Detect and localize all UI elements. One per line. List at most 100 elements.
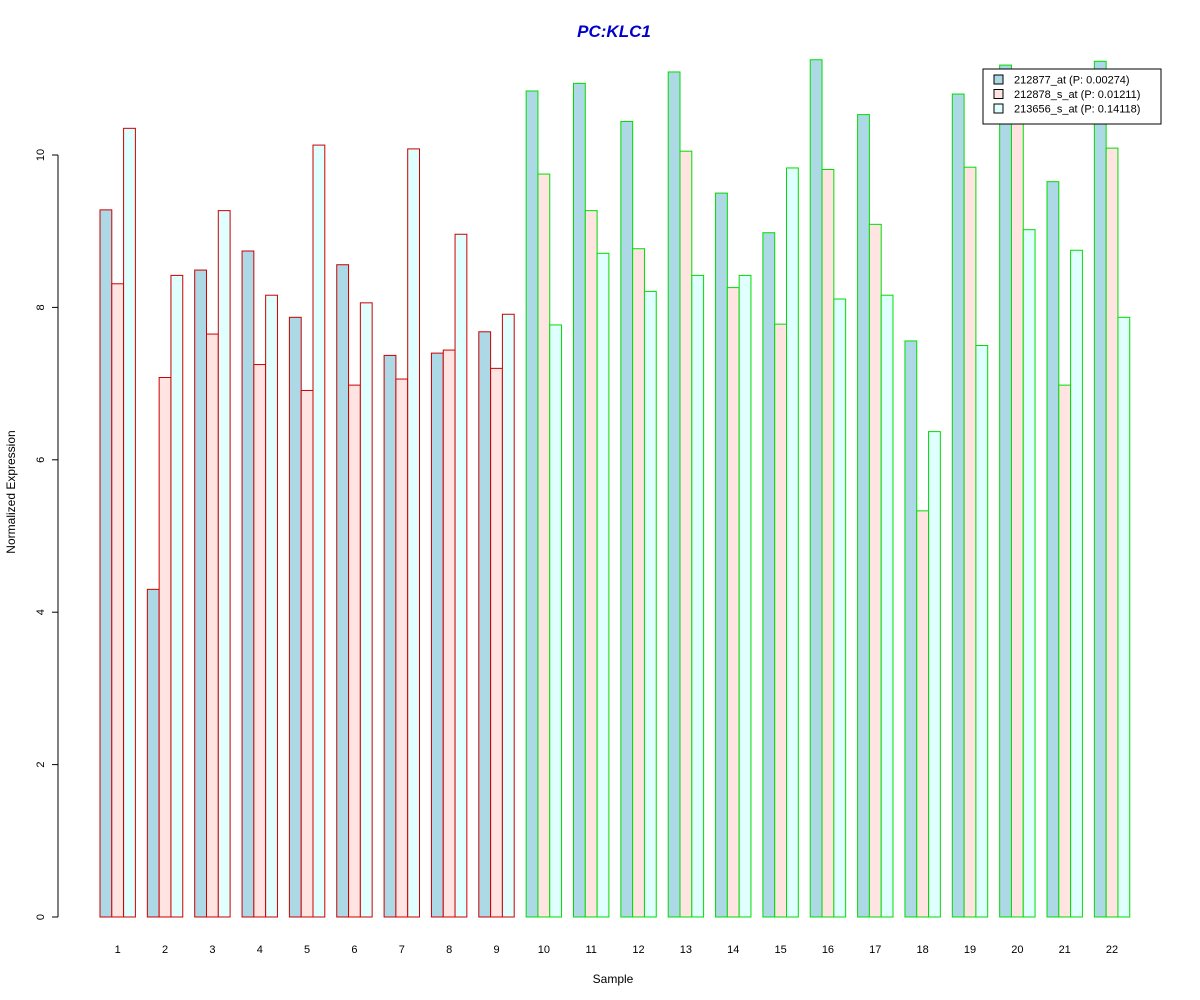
bar-sample-5-series-2	[300, 389, 314, 918]
bar-sample-2-series-2	[158, 377, 172, 918]
x-tick-label: 21	[1059, 944, 1071, 956]
bar-sample-7-series-1	[383, 354, 397, 918]
bar-sample-3-series-2	[206, 333, 219, 918]
bar-sample-3-series-3	[217, 210, 231, 918]
y-axis: 0 2 4 6 8 10	[35, 149, 59, 920]
bar-sample-20-series-2	[1010, 101, 1024, 918]
bar-sample-1-series-2	[111, 283, 125, 918]
bar-sample-1-series-1	[99, 209, 113, 918]
x-tick-label: 15	[774, 944, 786, 956]
x-tick-label: 2	[162, 944, 168, 956]
bar-sample-15-series-1	[762, 232, 776, 918]
x-axis-tick-labels: 1 2 3 4 5 6 7 8 9 10 11 12 13 14 15 16 17 18 19 20 21 22	[115, 944, 1119, 956]
x-tick-label: 16	[822, 944, 834, 956]
bar-sample-21-series-3	[1070, 249, 1083, 918]
bar-sample-18-series-2	[916, 510, 930, 918]
legend-box	[982, 68, 1162, 125]
legend-swatch	[993, 103, 1004, 114]
y-tick-label: 4	[35, 609, 47, 615]
x-tick-label: 7	[399, 944, 405, 956]
x-axis-label: Sample	[593, 972, 634, 986]
bar-sample-13-series-3	[691, 274, 705, 918]
y-tick-label: 8	[35, 304, 47, 310]
x-tick-label: 22	[1106, 944, 1118, 956]
bar-sample-3-series-1	[194, 269, 207, 918]
y-tick-label: 2	[35, 762, 47, 768]
x-tick-label: 9	[493, 944, 499, 956]
bar-sample-9-series-3	[501, 313, 515, 918]
bar-sample-12-series-2	[632, 248, 645, 918]
chart-title: PC:KLC1	[577, 22, 651, 41]
x-tick-label: 5	[304, 944, 310, 956]
x-tick-label: 6	[351, 944, 357, 956]
y-tick-label: 10	[35, 149, 47, 161]
x-tick-label: 14	[727, 944, 739, 956]
bar-sample-15-series-3	[786, 167, 799, 918]
bar-sample-16-series-3	[833, 298, 847, 918]
x-tick-label: 11	[585, 944, 596, 956]
bar-sample-2-series-3	[170, 274, 184, 918]
bar-sample-16-series-2	[821, 168, 835, 918]
bar-sample-7-series-3	[407, 148, 421, 918]
legend-label: 213656_s_at (P: 0.14118)	[1014, 104, 1140, 116]
bar-sample-8-series-1	[430, 352, 444, 918]
x-tick-label: 1	[115, 944, 121, 956]
bar-sample-18-series-1	[904, 340, 918, 918]
bar-sample-9-series-1	[478, 331, 492, 918]
bar-sample-16-series-1	[809, 59, 823, 918]
bar-sample-22-series-2	[1105, 147, 1119, 918]
bar-sample-14-series-2	[726, 287, 740, 918]
bar-sample-15-series-2	[774, 323, 788, 918]
y-tick-label: 6	[35, 457, 47, 463]
bar-sample-11-series-2	[584, 210, 598, 918]
legend-swatch	[993, 89, 1004, 99]
bar-sample-4-series-3	[265, 294, 278, 918]
bar-sample-1-series-3	[123, 127, 136, 918]
bar-sample-12-series-3	[643, 290, 657, 918]
x-tick-label: 18	[917, 944, 929, 956]
bar-sample-10-series-2	[537, 173, 551, 918]
x-tick-label: 20	[1011, 944, 1023, 956]
bar-sample-22-series-3	[1117, 316, 1131, 918]
bar-sample-21-series-1	[1046, 181, 1060, 918]
bar-sample-8-series-2	[442, 349, 456, 918]
bar-sample-6-series-2	[348, 384, 361, 918]
bar-sample-11-series-1	[573, 82, 586, 918]
legend-label: 212877_at (P: 0.00274)	[1014, 75, 1130, 87]
bar-sample-22-series-1	[1093, 60, 1107, 918]
legend: 212877_at (P: 0.00274) 212878_s_at (P: 0.…	[982, 68, 1162, 125]
bar-sample-9-series-2	[490, 367, 503, 918]
bar-sample-18-series-3	[928, 431, 941, 918]
bar-sample-2-series-1	[146, 588, 160, 918]
bars	[99, 59, 1131, 918]
bar-sample-19-series-1	[951, 93, 965, 918]
bar-sample-20-series-1	[999, 64, 1012, 918]
bar-sample-14-series-1	[715, 192, 728, 918]
x-tick-label: 4	[257, 944, 263, 956]
bar-sample-5-series-1	[288, 316, 302, 918]
bar-sample-21-series-2	[1058, 384, 1072, 918]
bar-sample-7-series-2	[395, 378, 409, 918]
bar-sample-6-series-3	[359, 302, 373, 918]
bar-sample-5-series-3	[312, 144, 326, 918]
x-tick-label: 10	[538, 944, 550, 956]
bar-sample-6-series-1	[336, 264, 350, 918]
bar-sample-13-series-1	[667, 71, 681, 918]
bar-sample-4-series-2	[253, 364, 267, 918]
y-tick-label: 0	[35, 914, 47, 920]
bar-sample-12-series-1	[620, 120, 634, 918]
bar-sample-19-series-3	[975, 345, 989, 918]
x-tick-label: 19	[964, 944, 976, 956]
bar-sample-17-series-1	[857, 114, 870, 918]
x-tick-label: 17	[869, 944, 881, 956]
legend-label: 212878_s_at (P: 0.01211)	[1014, 89, 1140, 101]
bar-sample-4-series-1	[241, 250, 255, 918]
bar-sample-10-series-1	[525, 90, 539, 918]
x-tick-label: 8	[446, 944, 452, 956]
bar-sample-8-series-3	[454, 233, 468, 918]
bar-sample-11-series-3	[596, 252, 610, 918]
bar-sample-17-series-3	[880, 294, 894, 918]
y-axis-label: Normalized Expression	[4, 430, 18, 553]
bar-sample-17-series-2	[868, 223, 882, 918]
